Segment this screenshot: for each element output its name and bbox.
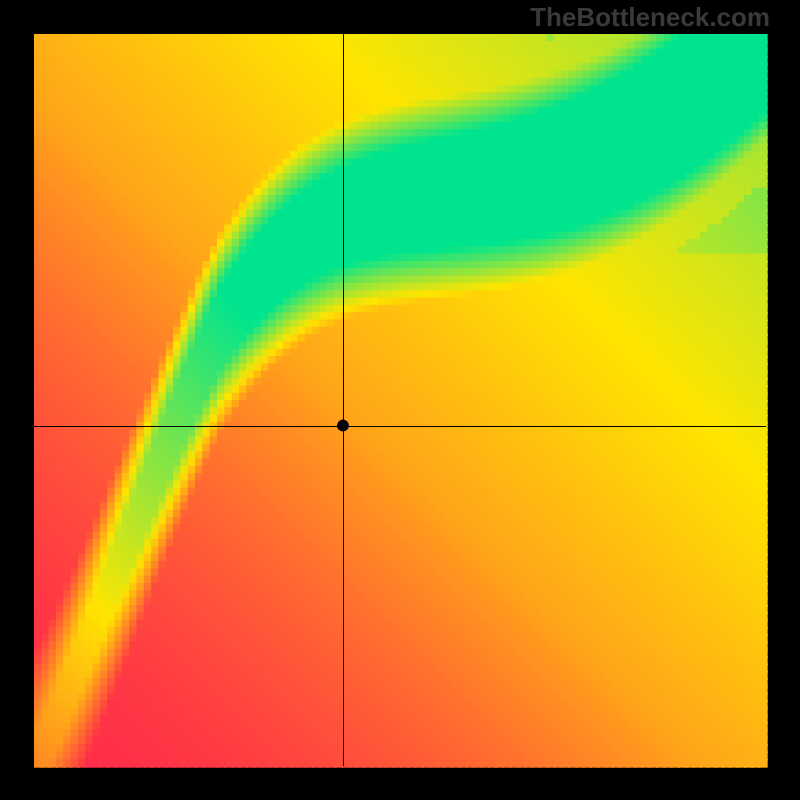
chart-container: TheBottleneck.com [0,0,800,800]
bottleneck-heatmap [0,0,800,800]
watermark-text: TheBottleneck.com [530,2,770,33]
